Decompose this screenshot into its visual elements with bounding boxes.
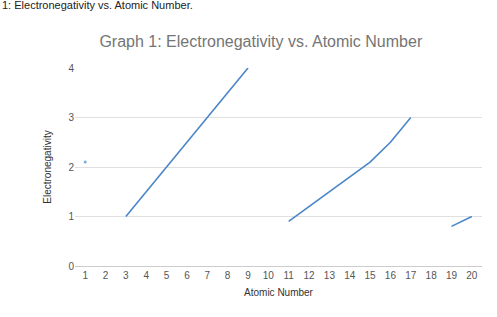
svg-text:1: Electronegativity vs. Atomi: 1: Electronegativity vs. Atomic Number. bbox=[2, 0, 193, 11]
svg-text:Graph 1: Electronegativity vs.: Graph 1: Electronegativity vs. Atomic Nu… bbox=[99, 33, 422, 50]
svg-text:9: 9 bbox=[245, 270, 251, 281]
svg-text:1: 1 bbox=[82, 270, 88, 281]
svg-text:5: 5 bbox=[164, 270, 170, 281]
svg-text:7: 7 bbox=[204, 270, 210, 281]
svg-text:Atomic Number: Atomic Number bbox=[244, 287, 314, 298]
svg-text:16: 16 bbox=[385, 270, 397, 281]
svg-text:12: 12 bbox=[303, 270, 315, 281]
svg-text:2: 2 bbox=[68, 162, 74, 173]
svg-text:8: 8 bbox=[225, 270, 231, 281]
svg-text:4: 4 bbox=[68, 63, 74, 74]
svg-text:6: 6 bbox=[184, 270, 190, 281]
svg-text:11: 11 bbox=[283, 270, 294, 281]
svg-text:20: 20 bbox=[466, 270, 478, 281]
svg-text:4: 4 bbox=[143, 270, 149, 281]
svg-text:3: 3 bbox=[123, 270, 129, 281]
svg-text:10: 10 bbox=[263, 270, 275, 281]
svg-text:0: 0 bbox=[68, 261, 74, 272]
svg-text:2: 2 bbox=[103, 270, 109, 281]
svg-text:Electronegativity: Electronegativity bbox=[42, 130, 53, 203]
svg-text:18: 18 bbox=[426, 270, 438, 281]
svg-text:15: 15 bbox=[365, 270, 377, 281]
svg-text:13: 13 bbox=[324, 270, 336, 281]
svg-text:14: 14 bbox=[344, 270, 356, 281]
svg-text:19: 19 bbox=[446, 270, 458, 281]
svg-text:17: 17 bbox=[405, 270, 417, 281]
svg-text:1: 1 bbox=[68, 211, 74, 222]
svg-text:3: 3 bbox=[68, 112, 74, 123]
